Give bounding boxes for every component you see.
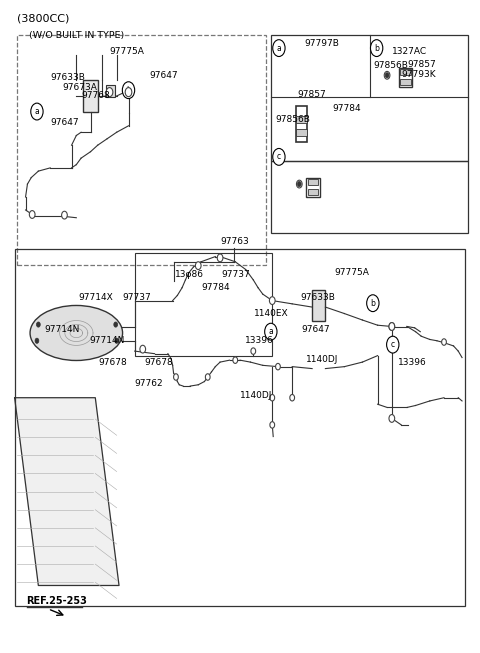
- Text: 13φ86: 13φ86: [175, 270, 204, 279]
- Circle shape: [122, 82, 135, 99]
- Circle shape: [174, 374, 179, 380]
- Text: a: a: [35, 107, 39, 116]
- Circle shape: [385, 72, 389, 78]
- Circle shape: [389, 323, 395, 330]
- Text: 97784: 97784: [333, 104, 361, 113]
- Circle shape: [386, 336, 399, 353]
- Text: c: c: [277, 152, 281, 161]
- Circle shape: [270, 394, 275, 401]
- Text: 97647: 97647: [50, 118, 79, 127]
- Circle shape: [384, 71, 390, 79]
- Text: b: b: [126, 86, 131, 95]
- Circle shape: [273, 148, 285, 165]
- Text: 97762: 97762: [135, 379, 163, 388]
- Text: a: a: [276, 44, 281, 53]
- Text: 97737: 97737: [122, 293, 151, 302]
- Text: b: b: [371, 298, 375, 308]
- Circle shape: [290, 394, 295, 401]
- Circle shape: [114, 322, 118, 327]
- Circle shape: [389, 415, 395, 422]
- Text: b: b: [374, 44, 379, 53]
- Text: 97857: 97857: [407, 60, 436, 69]
- Text: 97763: 97763: [220, 236, 249, 246]
- Text: 1140DJ: 1140DJ: [305, 355, 338, 364]
- Text: 97673A: 97673A: [62, 83, 97, 92]
- Text: 97797B: 97797B: [304, 39, 339, 48]
- Circle shape: [442, 339, 446, 345]
- Bar: [296, 129, 307, 136]
- Ellipse shape: [30, 306, 122, 360]
- Circle shape: [140, 345, 145, 353]
- Circle shape: [273, 40, 285, 57]
- Bar: [106, 85, 115, 97]
- Text: 1140DJ: 1140DJ: [240, 391, 272, 400]
- Text: 97647: 97647: [301, 325, 330, 334]
- Circle shape: [270, 422, 275, 428]
- Text: 97856B: 97856B: [276, 116, 311, 125]
- Circle shape: [115, 338, 119, 343]
- Bar: [306, 178, 320, 197]
- Text: REF.25-253: REF.25-253: [26, 596, 87, 605]
- Text: 1327AC: 1327AC: [392, 47, 427, 56]
- Bar: [400, 78, 411, 85]
- Text: 97775A: 97775A: [109, 47, 144, 56]
- Bar: [84, 80, 97, 112]
- Bar: [296, 116, 307, 123]
- Circle shape: [61, 212, 67, 219]
- Text: a: a: [268, 327, 273, 336]
- Circle shape: [106, 88, 113, 97]
- Text: 97678: 97678: [98, 358, 127, 366]
- Text: 97647: 97647: [150, 71, 179, 80]
- Text: 97775A: 97775A: [334, 268, 369, 278]
- Text: 13396: 13396: [245, 336, 274, 345]
- Circle shape: [297, 180, 302, 188]
- Bar: [312, 290, 325, 321]
- Bar: [14, 249, 466, 606]
- Circle shape: [125, 88, 132, 97]
- Text: 13396: 13396: [397, 358, 426, 366]
- Bar: [400, 69, 411, 75]
- Circle shape: [251, 348, 256, 355]
- Text: 97737: 97737: [221, 270, 250, 279]
- Text: 97857: 97857: [297, 89, 326, 99]
- Text: 1140EX: 1140EX: [254, 309, 289, 318]
- Bar: [271, 161, 468, 232]
- Bar: [296, 106, 307, 142]
- Bar: [135, 253, 272, 356]
- Circle shape: [36, 322, 40, 327]
- Bar: [271, 35, 468, 161]
- Text: 97678: 97678: [144, 358, 173, 366]
- Text: 97856B: 97856B: [374, 61, 408, 70]
- Circle shape: [29, 211, 35, 218]
- Circle shape: [195, 262, 201, 270]
- Circle shape: [217, 254, 223, 262]
- Text: 97714N: 97714N: [89, 336, 124, 345]
- Circle shape: [298, 182, 301, 187]
- Circle shape: [367, 295, 379, 311]
- Text: c: c: [391, 340, 395, 349]
- Bar: [308, 179, 318, 185]
- Circle shape: [276, 364, 280, 370]
- Text: 97633B: 97633B: [50, 72, 85, 82]
- Circle shape: [233, 357, 238, 364]
- Bar: [17, 35, 266, 265]
- Text: (W/O BUILT IN TYPE): (W/O BUILT IN TYPE): [29, 31, 124, 40]
- Circle shape: [269, 296, 275, 304]
- Text: 97784: 97784: [201, 283, 230, 292]
- Circle shape: [264, 323, 277, 340]
- Bar: [308, 189, 318, 195]
- Text: 97793K: 97793K: [401, 70, 436, 79]
- Circle shape: [35, 338, 39, 343]
- Text: 97714X: 97714X: [79, 293, 113, 302]
- Text: 97633B: 97633B: [301, 293, 336, 302]
- Bar: [399, 67, 412, 87]
- Circle shape: [205, 374, 210, 380]
- Text: (3800CC): (3800CC): [17, 14, 70, 24]
- Circle shape: [31, 103, 43, 120]
- Text: 97768: 97768: [81, 91, 110, 100]
- Text: 97714N: 97714N: [45, 325, 80, 334]
- Circle shape: [371, 40, 383, 57]
- Polygon shape: [14, 398, 119, 586]
- Circle shape: [389, 323, 395, 330]
